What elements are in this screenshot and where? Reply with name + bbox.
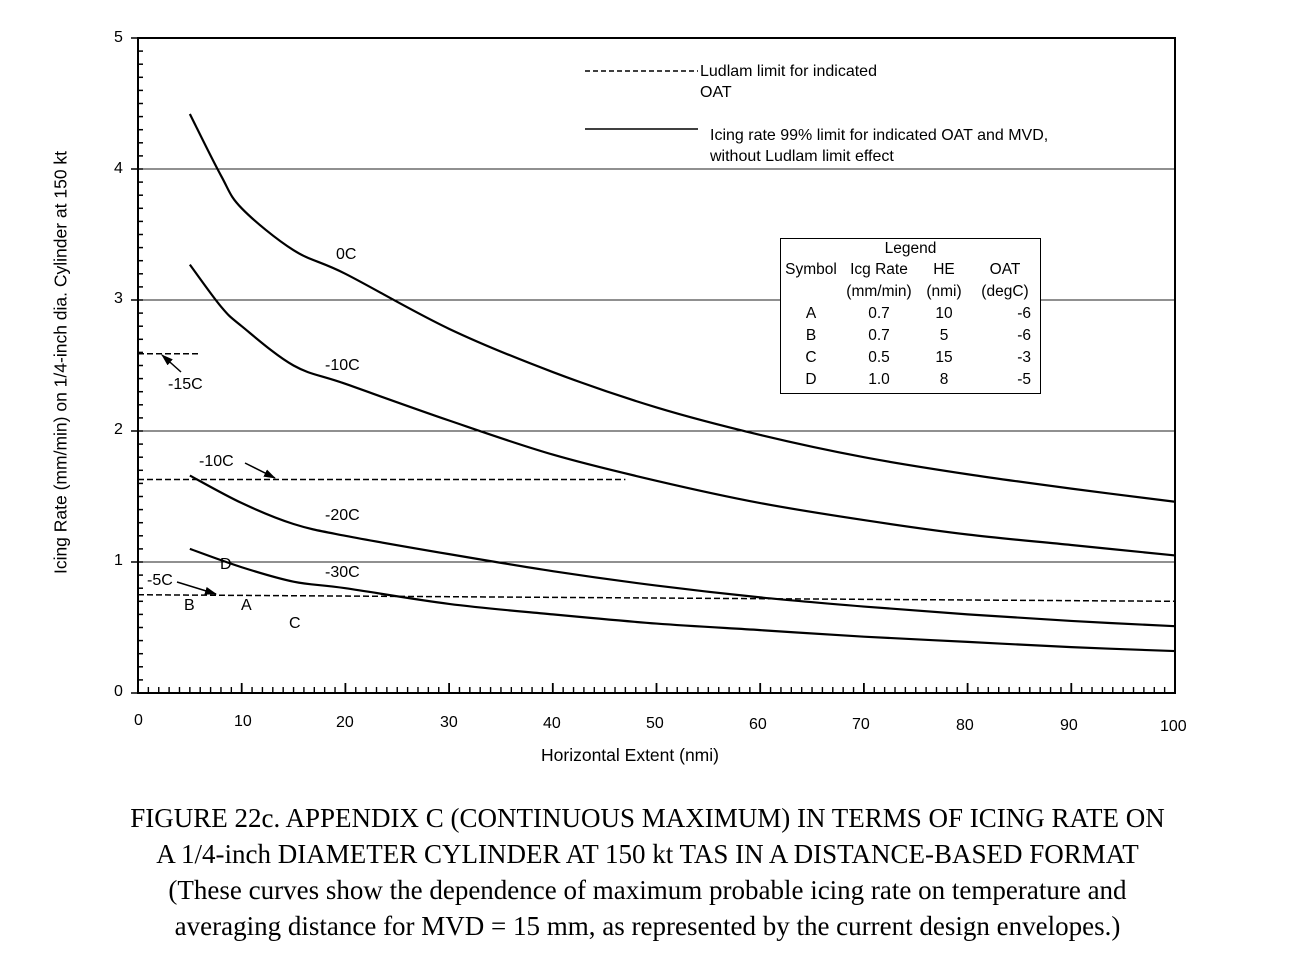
x-tick-label: 60 (749, 716, 767, 733)
y-tick-label: 5 (114, 29, 123, 46)
series-ludlam--5c (137, 594, 1176, 603)
legend-row: B 0.7 5 -6 (781, 327, 1040, 347)
x-tick-label: 20 (336, 714, 354, 731)
ludlam-label-m5c: -5C (147, 572, 173, 589)
annotation-arrows (161, 354, 276, 595)
y-tick-label: 1 (114, 552, 123, 569)
caption-line: A 1/4-inch DIAMETER CYLINDER AT 150 kt T… (156, 839, 1139, 869)
caption-line: (These curves show the dependence of max… (168, 875, 1127, 905)
legend-title: Legend (884, 240, 937, 257)
x-tick-label: 100 (1160, 718, 1187, 735)
rate-cell: 0.5 (868, 349, 890, 366)
legend-header-row: Symbol Icg Rate HE OAT (781, 261, 1040, 281)
arrow-ludlam-m10c (244, 462, 276, 479)
series--30c (189, 547, 1176, 653)
y-axis-label: Icing Rate (mm/min) on 1/4-inch dia. Cyl… (50, 150, 71, 575)
x-tick-label: 80 (956, 717, 974, 734)
gridlines (138, 168, 1175, 563)
x-tick-label: 10 (234, 713, 252, 730)
solid-key-label: Icing rate 99% limit for indicated OAT a… (710, 127, 1049, 165)
arrow-ludlam-m5c (176, 581, 217, 595)
y-tick-label: 2 (114, 421, 123, 438)
legend-table: Legend Symbol Icg Rate HE OAT (mm/min) (… (780, 238, 1041, 394)
header-he: HE (933, 261, 955, 278)
header-oat: OAT (989, 261, 1021, 278)
he-cell: 5 (939, 327, 949, 344)
oat-cell: -5 (1017, 371, 1031, 388)
line-style-key (585, 70, 698, 130)
ludlam-label-m10c: -10C (199, 453, 234, 470)
legend-row: D 1.0 8 -5 (781, 371, 1040, 391)
unit-icg-rate: (mm/min) (846, 283, 912, 300)
series-0c (188, 113, 1176, 503)
x-tick-label: 70 (852, 716, 870, 733)
x-tick-label: 90 (1060, 717, 1078, 734)
y-tick-label: 3 (114, 290, 123, 307)
rate-cell: 1.0 (868, 371, 890, 388)
legend-units-row: (mm/min) (nmi) (degC) (781, 283, 1040, 303)
symbol-cell: C (805, 349, 817, 366)
x-tick-label: 40 (543, 715, 561, 732)
y-tick-label: 4 (114, 160, 123, 177)
header-symbol: Symbol (785, 261, 837, 278)
ludlam-label-m15c: -15C (168, 376, 203, 393)
series--10c (188, 263, 1176, 557)
figure-caption: FIGURE 22c. APPENDIX C (CONTINUOUS MAXIM… (0, 800, 1295, 944)
curve-label-m10c: -10C (325, 357, 360, 374)
legend-row: C 0.5 15 -3 (781, 349, 1040, 369)
he-cell: 15 (935, 349, 953, 366)
oat-cell: -6 (1017, 305, 1031, 322)
he-cell: 8 (939, 371, 949, 388)
series-lines (137, 113, 1176, 653)
rate-cell: 0.7 (868, 327, 890, 344)
symbol-cell: D (805, 371, 817, 388)
caption-line: FIGURE 22c. APPENDIX C (CONTINUOUS MAXIM… (130, 803, 1165, 833)
unit-he: (nmi) (926, 283, 962, 300)
dashed-key-label: Ludlam limit for indicated OAT (700, 63, 877, 101)
arrow-ludlam-m15c (161, 354, 182, 373)
chart-plot-area (131, 37, 1176, 694)
curve-label-m30c: -30C (325, 564, 360, 581)
curve-label-0c: 0C (336, 246, 357, 263)
x-tick-label: 0 (134, 712, 143, 729)
axis-ticks (131, 37, 1176, 694)
symbol-cell: B (805, 327, 817, 344)
y-tick-label: 0 (114, 683, 123, 700)
x-axis-label: Horizontal Extent (nmi) (541, 745, 719, 765)
caption-line: averaging distance for MVD = 15 mm, as r… (174, 911, 1121, 941)
point-label-d: D (220, 556, 232, 573)
series--20c (189, 474, 1176, 628)
point-label-b: B (184, 597, 195, 614)
point-label-a: A (241, 597, 252, 614)
unit-oat: (degC) (981, 283, 1029, 300)
header-icg-rate: Icg Rate (850, 261, 908, 278)
oat-cell: -3 (1017, 349, 1031, 366)
x-tick-label: 50 (646, 715, 664, 732)
x-tick-label: 30 (440, 714, 458, 731)
legend-row: A 0.7 10 -6 (781, 305, 1040, 325)
rate-cell: 0.7 (868, 305, 890, 322)
he-cell: 10 (935, 305, 953, 322)
curve-label-m20c: -20C (325, 507, 360, 524)
symbol-cell: A (805, 305, 817, 322)
point-label-c: C (289, 615, 301, 632)
oat-cell: -6 (1017, 327, 1031, 344)
